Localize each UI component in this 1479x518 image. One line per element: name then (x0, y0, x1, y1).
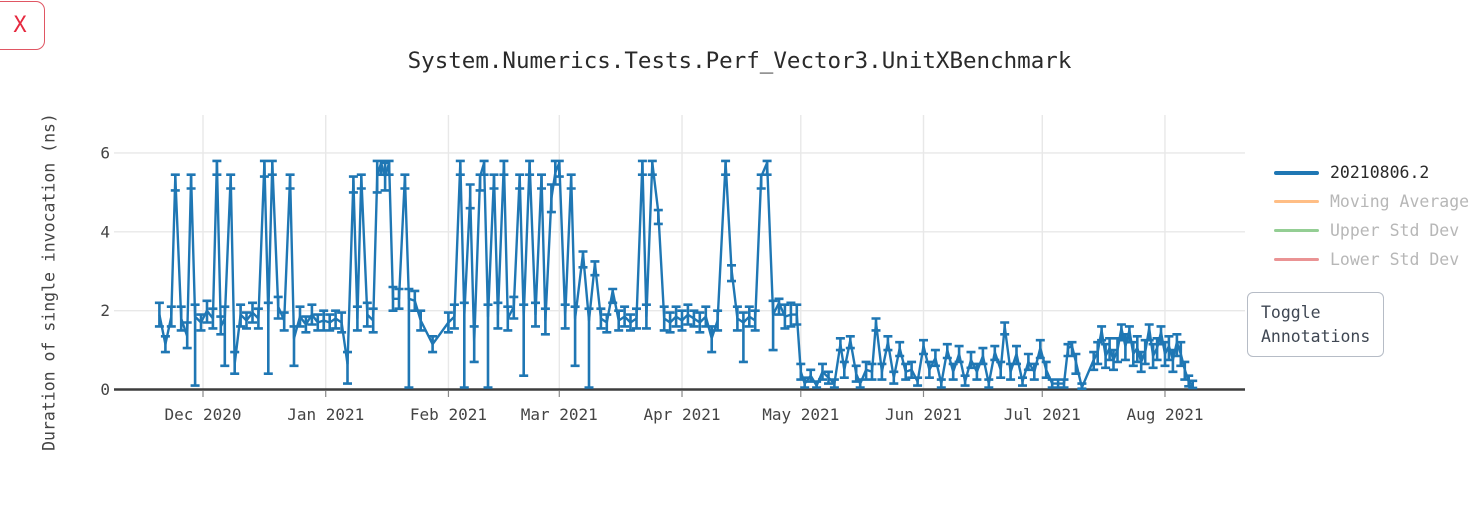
svg-text:2: 2 (100, 301, 110, 320)
legend-label: Upper Std Dev (1330, 221, 1460, 240)
svg-text:Jan 2021: Jan 2021 (287, 405, 364, 424)
svg-text:6: 6 (100, 143, 110, 162)
toggle-annotations-button[interactable]: Toggle Annotations (1247, 292, 1385, 357)
legend: 20210806.2 Moving Average Upper Std Dev … (1274, 158, 1469, 274)
legend-item-lower-std-dev[interactable]: Lower Std Dev (1274, 245, 1469, 274)
y-gridlines (114, 152, 1245, 312)
legend-label: Moving Average (1330, 192, 1470, 211)
legend-label: Lower Std Dev (1330, 250, 1460, 269)
svg-text:0: 0 (100, 380, 110, 399)
close-icon: X (13, 13, 27, 38)
legend-line-sample (1274, 229, 1319, 232)
svg-text:4: 4 (100, 222, 110, 241)
svg-text:Feb 2021: Feb 2021 (410, 405, 487, 424)
svg-text:Jul 2021: Jul 2021 (1004, 405, 1081, 424)
svg-text:Jun 2021: Jun 2021 (885, 405, 962, 424)
y-tick-labels: 0 2 4 6 (100, 143, 110, 399)
legend-item-moving-average[interactable]: Moving Average (1274, 187, 1469, 216)
svg-text:Dec 2020: Dec 2020 (164, 405, 241, 424)
legend-line-sample (1274, 170, 1319, 175)
close-button[interactable]: X (0, 1, 45, 50)
svg-text:Mar 2021: Mar 2021 (521, 405, 598, 424)
x-tick-labels: Dec 2020 Jan 2021 Feb 2021 Mar 2021 Apr 2021… (164, 405, 1203, 424)
x-tick-marks (202, 391, 1166, 397)
chart-title: System.Numerics.Tests.Perf_Vector3.UnitX… (407, 48, 1072, 74)
legend-item-upper-std-dev[interactable]: Upper Std Dev (1274, 216, 1469, 245)
toggle-annotations-label-line2: Annotations (1261, 326, 1371, 346)
series-line (158, 161, 1194, 389)
legend-label: 20210806.2 (1330, 163, 1430, 182)
legend-line-sample (1274, 200, 1319, 203)
legend-line-sample (1274, 258, 1319, 261)
svg-text:Apr 2021: Apr 2021 (643, 405, 720, 424)
toggle-annotations-label-line1: Toggle (1261, 303, 1321, 322)
svg-text:Aug 2021: Aug 2021 (1126, 405, 1203, 424)
svg-text:May 2021: May 2021 (762, 405, 839, 424)
legend-item-series[interactable]: 20210806.2 (1274, 158, 1469, 187)
